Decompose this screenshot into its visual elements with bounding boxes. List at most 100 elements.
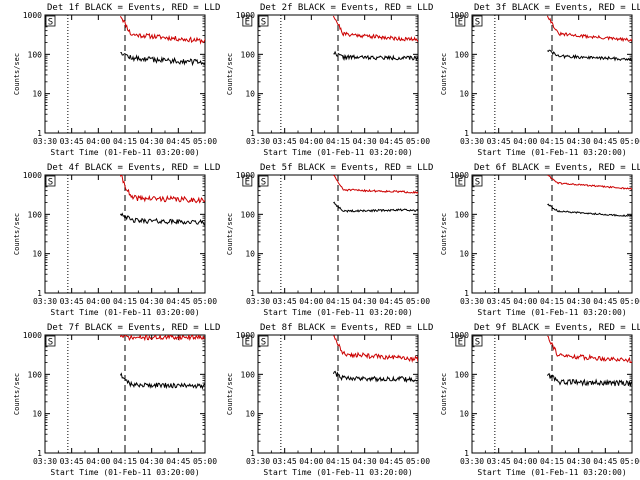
- x-tick-label: 04:00: [513, 457, 537, 466]
- x-tick-label: 03:45: [487, 457, 511, 466]
- x-tick-label: 04:45: [379, 457, 403, 466]
- y-tick-label: 1: [464, 289, 469, 298]
- x-tick-label: 03:45: [487, 137, 511, 146]
- x-tick-label: 04:00: [299, 137, 323, 146]
- y-tick-label: 1: [464, 449, 469, 458]
- x-tick-label: 04:30: [567, 137, 591, 146]
- plot-area: [494, 15, 632, 133]
- x-tick-label: 05:00: [620, 457, 640, 466]
- chart-title: Det 6f BLACK = Events, RED = LLD: [474, 163, 640, 173]
- start-marker-box: [258, 175, 269, 187]
- start-marker-box: [472, 335, 483, 347]
- x-tick-label: 03:30: [246, 137, 270, 146]
- x-axis-label: Start Time (01-Feb-11 03:20:00): [263, 468, 412, 477]
- x-tick-label: 03:30: [460, 137, 484, 146]
- x-tick-label: 05:00: [406, 137, 430, 146]
- chart-title: Det 5f BLACK = Events, RED = LLD: [260, 163, 433, 173]
- series-events-line: [333, 201, 418, 213]
- x-tick-label: 04:45: [166, 297, 190, 306]
- y-tick-label: 1: [250, 449, 255, 458]
- x-tick-label: 04:45: [593, 297, 617, 306]
- x-tick-label: 04:00: [513, 297, 537, 306]
- x-axis-label: Start Time (01-Feb-11 03:20:00): [477, 308, 626, 317]
- x-tick-label: 04:30: [567, 457, 591, 466]
- start-marker-box: [45, 175, 56, 187]
- chart-panel-1: Det 1f BLACK = Events, RED = LLD11010010…: [13, 3, 253, 157]
- x-tick-label: 04:00: [86, 297, 110, 306]
- series-events-line: [547, 49, 632, 62]
- x-tick-label: 03:45: [487, 297, 511, 306]
- end-marker-box: [242, 15, 253, 27]
- end-marker-label: E: [458, 178, 463, 188]
- x-tick-label: 05:00: [406, 297, 430, 306]
- x-tick-label: 03:30: [33, 137, 57, 146]
- y-tick-label: 1: [250, 129, 255, 138]
- x-tick-label: 04:45: [166, 457, 190, 466]
- x-axis-label: Start Time (01-Feb-11 03:20:00): [477, 148, 626, 157]
- plot-area: [280, 335, 418, 453]
- y-tick-label: 1000: [23, 331, 42, 340]
- series-events-line: [333, 50, 418, 61]
- series-events-line: [332, 370, 418, 384]
- x-axis-label: Start Time (01-Feb-11 03:20:00): [263, 148, 412, 157]
- start-marker-box: [45, 15, 56, 27]
- x-tick-label: 03:30: [460, 297, 484, 306]
- x-tick-label: 04:30: [353, 297, 377, 306]
- plot-area: [67, 175, 205, 293]
- x-tick-label: 04:00: [513, 137, 537, 146]
- x-tick-label: 04:15: [113, 457, 137, 466]
- end-marker-box: [455, 335, 466, 347]
- y-axis-label: Counts/sec: [226, 373, 234, 415]
- chart-title: Det 9f BLACK = Events, RED = LLD: [474, 323, 640, 333]
- x-tick-label: 05:00: [193, 457, 217, 466]
- y-tick-label: 1000: [236, 171, 255, 180]
- chart-panel-4: Det 4f BLACK = Events, RED = LLD11010010…: [13, 163, 253, 317]
- x-tick-label: 05:00: [620, 137, 640, 146]
- y-tick-label: 1: [37, 129, 42, 138]
- x-tick-label: 05:00: [193, 297, 217, 306]
- x-tick-label: 05:00: [620, 297, 640, 306]
- x-tick-label: 03:45: [60, 137, 84, 146]
- chart-title: Det 4f BLACK = Events, RED = LLD: [47, 163, 220, 173]
- plot-area: [67, 15, 205, 133]
- plot-area: [67, 335, 205, 453]
- x-tick-label: 04:30: [567, 297, 591, 306]
- y-tick-label: 100: [28, 210, 43, 219]
- y-axis-label: Counts/sec: [440, 53, 448, 95]
- x-axis-label: Start Time (01-Feb-11 03:20:00): [263, 308, 412, 317]
- x-tick-label: 04:00: [86, 137, 110, 146]
- y-tick-label: 100: [28, 50, 43, 59]
- chart-panel-2: Det 2f BLACK = Events, RED = LLD11010010…: [226, 3, 466, 157]
- end-marker-label: E: [245, 338, 250, 348]
- chart-title: Det 2f BLACK = Events, RED = LLD: [260, 3, 433, 13]
- end-marker-box: [242, 175, 253, 187]
- series-lld-line: [333, 335, 418, 363]
- series-lld-line: [333, 175, 418, 195]
- y-tick-label: 100: [455, 370, 470, 379]
- x-tick-label: 04:45: [379, 297, 403, 306]
- x-tick-label: 03:30: [33, 457, 57, 466]
- y-axis-label: Counts/sec: [226, 53, 234, 95]
- y-tick-label: 1000: [236, 11, 255, 20]
- plot-area: [494, 335, 632, 453]
- x-tick-label: 04:30: [140, 137, 164, 146]
- start-marker-label: S: [475, 178, 480, 188]
- y-tick-label: 1000: [23, 11, 42, 20]
- x-tick-label: 04:30: [353, 457, 377, 466]
- series-lld-line: [119, 175, 205, 204]
- y-axis-label: Counts/sec: [13, 53, 21, 95]
- y-tick-label: 10: [459, 410, 469, 419]
- y-tick-label: 1: [37, 289, 42, 298]
- y-tick-label: 1: [37, 449, 42, 458]
- y-tick-label: 100: [28, 370, 43, 379]
- start-marker-label: S: [261, 18, 266, 28]
- series-events-line: [120, 51, 205, 67]
- x-axis-label: Start Time (01-Feb-11 03:20:00): [50, 148, 199, 157]
- y-tick-label: 1000: [450, 331, 469, 340]
- x-tick-label: 04:45: [593, 137, 617, 146]
- x-tick-label: 04:30: [140, 297, 164, 306]
- x-tick-label: 04:15: [113, 137, 137, 146]
- start-marker-box: [472, 15, 483, 27]
- start-marker-box: [45, 335, 56, 347]
